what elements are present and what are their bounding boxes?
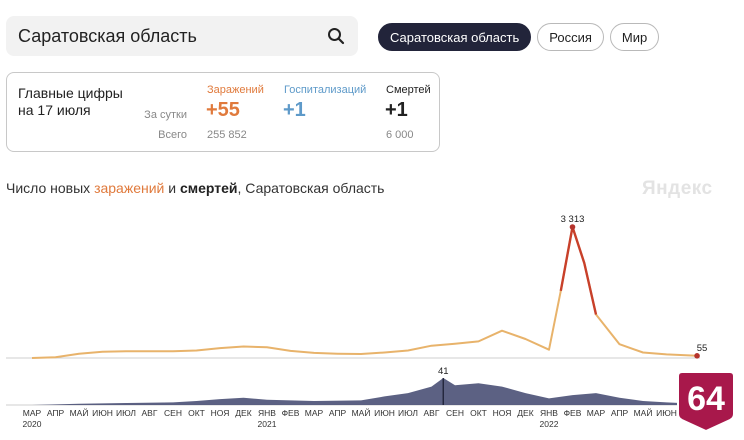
summary-title-line1: Главные цифры <box>18 85 123 101</box>
total-label: Всего <box>158 129 187 141</box>
region-64-badge: 64 <box>677 371 735 432</box>
x-tick-label: МАЙ <box>70 407 89 418</box>
deaths-area <box>32 378 698 405</box>
x-tick-label: СЕН <box>164 408 182 418</box>
x-year-label: 2022 <box>540 419 559 429</box>
search-bar[interactable]: Саратовская область <box>6 16 358 56</box>
deaths-header: Смертей <box>386 84 431 96</box>
x-tick-label: АВГ <box>424 408 440 418</box>
tab-russia[interactable]: Россия <box>537 23 604 51</box>
x-tick-label: СЕН <box>446 408 464 418</box>
x-tick-label: ЯНВ <box>258 408 276 418</box>
deaths-total-value: 6 000 <box>386 129 414 141</box>
x-tick-label: МАР <box>23 408 42 418</box>
chart-title-mid: и <box>164 180 180 196</box>
infections-header: Заражений <box>207 84 264 96</box>
infections-value-label-1: 55 <box>697 343 708 354</box>
x-tick-label: ЯНВ <box>540 408 558 418</box>
hospitalizations-day-value: +1 <box>283 99 306 121</box>
x-tick-label: ИЮН <box>374 408 395 418</box>
badge-text: 64 <box>687 380 725 418</box>
yandex-logo: Яндекс <box>642 178 713 199</box>
x-tick-label: АПР <box>47 408 65 418</box>
x-tick-label: ИЮН <box>656 408 677 418</box>
x-tick-label: ФЕВ <box>282 408 300 418</box>
x-year-label: 2020 <box>23 419 42 429</box>
x-year-label: 2021 <box>258 419 277 429</box>
deaths-day-value: +1 <box>385 99 408 121</box>
summary-card: Главные цифры на 17 июля За сутки Всего … <box>6 72 440 152</box>
tab-saratov-region[interactable]: Саратовская область <box>378 23 532 51</box>
chart-title-post: , Саратовская область <box>237 180 385 196</box>
search-icon[interactable] <box>326 26 346 46</box>
x-tick-label: ДЕК <box>517 408 533 418</box>
chart-title-deaths: смертей <box>179 180 238 196</box>
chart-title: Число новых заражений и смертей, Саратов… <box>6 180 384 196</box>
x-tick-label: АПР <box>611 408 629 418</box>
infections-day-value: +55 <box>206 99 240 121</box>
chart-title-pre: Число новых <box>6 180 95 196</box>
tab-world[interactable]: Мир <box>609 23 660 51</box>
per-day-label: За сутки <box>144 109 187 121</box>
hospitalizations-header: Госпитализаций <box>284 84 367 96</box>
x-tick-label: МАР <box>587 408 606 418</box>
x-tick-label: НОЯ <box>493 408 512 418</box>
x-tick-label: ДЕК <box>235 408 251 418</box>
deaths-value-label: 41 <box>438 366 449 377</box>
infections-value-label-0: 3 313 <box>561 214 585 225</box>
infections-marker-1 <box>694 353 700 359</box>
search-input[interactable]: Саратовская область <box>18 25 197 46</box>
x-tick-label: ОКТ <box>188 408 205 418</box>
summary-title-line2: на 17 июля <box>18 102 91 118</box>
chart-title-infections: заражений <box>94 180 165 196</box>
x-tick-label: ИЮЛ <box>398 408 418 418</box>
x-tick-label: НОЯ <box>211 408 230 418</box>
infections-peak-line <box>559 225 598 315</box>
x-tick-label: ФЕВ <box>564 408 582 418</box>
x-tick-label: ОКТ <box>470 408 487 418</box>
x-tick-label: ИЮН <box>92 408 113 418</box>
x-tick-label: ИЮЛ <box>116 408 136 418</box>
x-tick-label: АПР <box>329 408 347 418</box>
infections-marker-0 <box>569 224 576 230</box>
x-tick-label: МАЙ <box>634 407 653 418</box>
summary-title: Главные цифры на 17 июля <box>18 85 138 119</box>
infections-total-value: 255 852 <box>207 129 247 141</box>
x-tick-label: АВГ <box>142 408 158 418</box>
badge-shape <box>677 371 735 432</box>
region-tabs: Саратовская область Россия Мир <box>378 23 660 51</box>
x-tick-label: МАЙ <box>352 407 371 418</box>
infections-line <box>31 226 698 359</box>
x-tick-label: МАР <box>305 408 324 418</box>
